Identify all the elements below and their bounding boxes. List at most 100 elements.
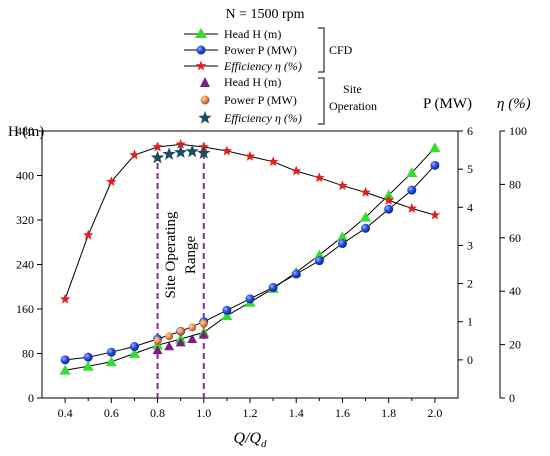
point-cfd-efficiency-2 [106,176,117,187]
legend-bracket-cfd [318,27,325,73]
point-cfd-head-15 [406,167,418,178]
point-cfd-efficiency-11 [314,172,325,183]
point-cfd-efficiency-15 [406,202,418,213]
power-tick-label-6: 6 [467,124,473,138]
point-cfd-head-0 [59,364,71,375]
point-cfd-head-13 [360,211,372,222]
point-cfd-power-0 [60,355,70,365]
efficiency-tick-label-3: 60 [509,231,521,245]
efficiency-axis: 0 20 40 60 80 100 [499,124,527,405]
legend-marker-site-efficiency [198,111,212,124]
power-tick-label-0: 0 [467,353,473,367]
x-axis: 0.4 0.6 0.8 1.0 1.2 1.4 1.6 1.8 2.0 [58,398,442,420]
legend-label-cfd-power: Power P (MW) [224,43,297,57]
point-cfd-efficiency-14 [383,194,394,205]
legend-group-label-cfd: CFD [329,43,353,57]
operating-range [156,143,205,398]
point-cfd-power-11 [314,256,324,266]
point-site-efficiency-2 [174,145,188,159]
point-cfd-power-12 [337,239,347,249]
power-tick-label-5: 5 [467,162,473,176]
series-site-power [153,319,208,345]
point-site-power-2 [176,327,185,336]
head-axis-title: H (m) [8,124,44,140]
point-site-head-1 [164,341,175,351]
series-site-head [152,329,209,355]
point-cfd-head-2 [105,356,117,367]
point-site-efficiency-1 [162,147,176,160]
point-cfd-head-11 [313,249,325,260]
power-tick-label-2: 2 [467,277,473,291]
chart-title: N = 1500 rpm [225,7,304,22]
point-cfd-efficiency-8 [244,150,256,161]
legend-label-cfd-efficiency: Efficiency η (%) [223,59,302,73]
point-cfd-power-15 [407,185,417,195]
point-site-efficiency-4 [197,146,211,159]
series-line-cfd-power [65,164,436,361]
point-cfd-head-14 [383,189,395,200]
point-cfd-efficiency-1 [82,229,94,240]
point-site-head-0 [152,345,163,355]
head-axis: 0 80 160 240 320 400 480 [16,124,42,405]
legend-bracket-site [318,77,325,125]
power-tick-label-4: 4 [467,200,473,214]
x-tick-label-6: 1.6 [335,406,350,420]
point-cfd-power-8 [245,294,255,304]
efficiency-axis-title: η (%) [497,96,531,112]
legend-marker-cfd-power [196,45,206,55]
head-tick-label-5: 400 [16,169,34,183]
head-tick-label-0: 0 [28,391,34,405]
series-site-efficiency [150,144,211,164]
head-tick-label-4: 320 [16,213,34,227]
point-site-power-4 [199,319,208,328]
legend-label-site-power: Power P (MW) [224,93,297,107]
series-cfd-power [60,160,440,365]
point-cfd-power-3 [129,342,139,352]
power-axis: 0 1 2 3 4 5 6 [458,124,473,367]
efficiency-tick-label-4: 80 [509,177,521,191]
legend: Head H (m) Power P (MW) Efficiency η (%)… [184,27,377,125]
point-cfd-power-13 [361,223,371,233]
point-cfd-power-7 [222,305,232,315]
legend-label-site-efficiency: Efficiency η (%) [223,111,302,125]
legend-marker-site-power [200,95,210,105]
point-cfd-efficiency-4 [152,141,163,152]
head-tick-label-1: 80 [22,347,34,361]
head-tick-label-3: 240 [16,258,34,272]
point-cfd-power-14 [384,204,394,214]
x-tick-label-7: 1.8 [381,406,396,420]
point-cfd-efficiency-7 [221,145,233,156]
legend-marker-cfd-head [195,28,207,38]
head-tick-label-2: 160 [16,302,34,316]
x-axis-title-sub: d [261,438,267,450]
legend-marker-site-head [200,77,210,87]
point-cfd-power-2 [106,347,116,357]
legend-group-label-site-1: Site [343,82,362,96]
point-site-head-3 [187,334,198,344]
series-line-cfd-efficiency [64,143,436,300]
plot-area [41,130,459,399]
point-cfd-head-7 [221,310,233,321]
x-axis-title-main: Q/Q [233,430,261,447]
point-cfd-head-12 [336,231,348,242]
point-cfd-power-16 [430,160,440,170]
point-cfd-power-9 [268,282,278,292]
efficiency-tick-label-1: 20 [509,338,521,352]
efficiency-tick-label-0: 0 [509,391,515,405]
power-tick-label-1: 1 [467,315,473,329]
x-tick-label-5: 1.4 [289,406,304,420]
point-cfd-head-16 [429,142,441,153]
x-tick-label-3: 1.0 [196,406,211,420]
point-site-efficiency-0 [150,150,165,164]
point-cfd-efficiency-3 [129,149,140,160]
point-cfd-efficiency-9 [267,156,279,167]
series-line-cfd-head [65,147,436,371]
efficiency-tick-label-5: 100 [509,124,527,138]
point-site-head-4 [198,329,209,339]
power-tick-label-3: 3 [467,238,473,252]
point-cfd-efficiency-13 [360,186,371,197]
legend-group-cfd: Head H (m) Power P (MW) Efficiency η (%)… [184,27,353,73]
point-cfd-efficiency-16 [429,209,441,220]
legend-marker-cfd-efficiency [195,60,207,71]
